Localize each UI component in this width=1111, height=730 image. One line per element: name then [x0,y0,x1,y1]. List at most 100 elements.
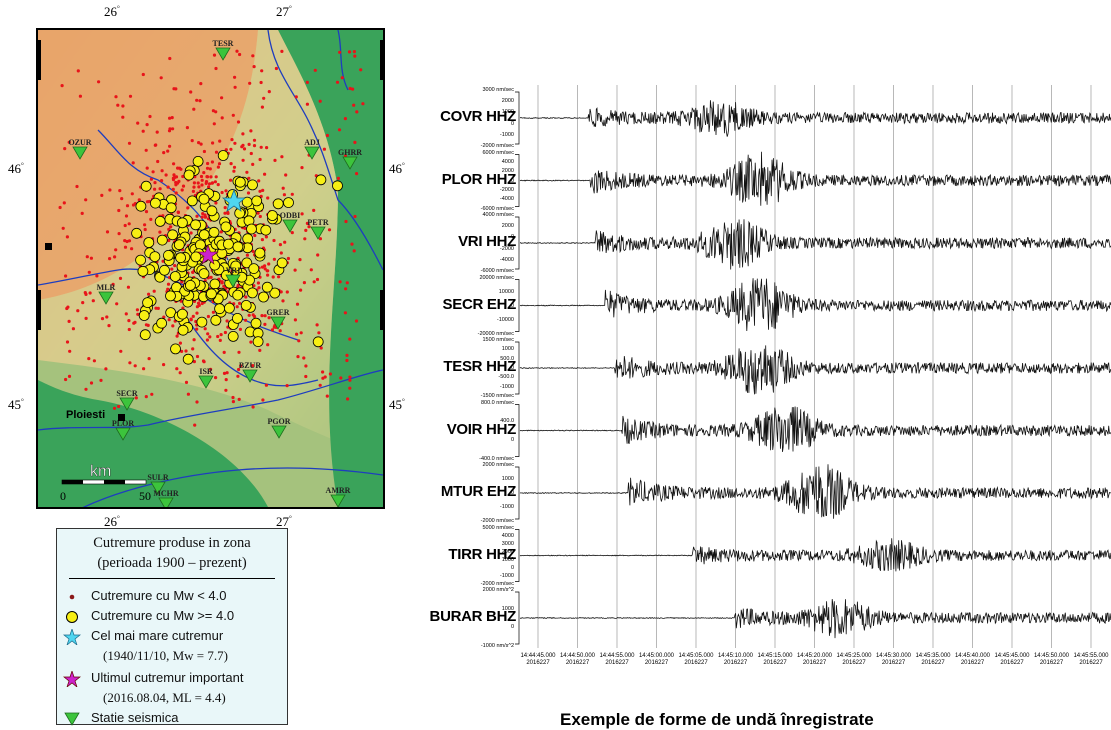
small-earthquake-dot [84,292,88,296]
time-value: 14:44:50.000 [559,653,596,659]
small-earthquake-dot [124,312,128,316]
small-earthquake-dot [200,178,204,182]
small-earthquake-dot [219,230,223,234]
time-tick-label: 14:44:50.000 2016227 [558,653,598,667]
small-earthquake-dot [352,50,356,54]
station-grer: GRER [266,308,290,330]
large-earthquake-circle [254,247,266,259]
date-value: 2016227 [1039,660,1064,666]
small-earthquake-dot [241,143,245,147]
small-earthquake-dot [279,251,283,255]
large-earthquake-circle [190,219,202,231]
small-earthquake-dot [305,102,309,106]
date-value: 2016227 [1079,660,1103,666]
small-earthquake-dot [328,372,332,376]
small-earthquake-dot [147,292,151,296]
small-earthquake-dot [345,281,349,285]
small-earthquake-dot [264,235,268,239]
amplitude-tick-label: 0 [510,564,514,571]
small-earthquake-dot [202,171,206,175]
seismic-stations: TESR OZUR ADJ GHRR PETR MLR GRER ISR BZUR SECR PLO… [68,39,362,507]
small-earthquake-dot [294,95,298,99]
small-earthquake-dot [158,187,162,191]
small-earthquake-dot [162,315,166,319]
amplitude-tick-label: -4000 [499,256,514,263]
time-value: 14:45:25.000 [836,653,872,659]
large-earthquake-circle [177,324,189,336]
large-earthquake-circle [142,297,153,309]
small-earthquake-dot [353,140,357,144]
small-earthquake-dot [119,349,123,353]
small-earthquake-dot [309,268,313,272]
large-earthquake-circle [131,227,142,239]
station-triangle-icon [330,494,346,507]
large-earthquake-circle [154,215,166,227]
large-earthquake-circle [175,252,187,264]
small-earthquake-dot [210,160,214,164]
small-earthquake-dot [315,277,320,282]
time-tick-label: 14:45:05.000 2016227 [676,653,716,667]
time-tick-label: 14:45:55.000 2016227 [1071,653,1111,667]
amplitude-tick-label: 0 [510,365,514,371]
station-label: ISR [199,367,213,376]
amplitude-tick-label: -6000 nm/sec [480,268,514,274]
time-value: 14:45:20.000 [796,653,833,659]
amplitude-tick-label: -1000 nm/s^2 [480,643,514,649]
small-earthquake-dot [171,127,175,131]
large-earthquake-circle [135,254,146,266]
small-earthquake-dot [133,364,137,368]
small-earthquake-dot [318,237,322,241]
small-earthquake-dot [283,240,287,244]
small-earthquake-dot [237,367,241,372]
small-earthquake-dot [76,69,80,73]
waveform-trace [519,464,1111,519]
amplitude-tick-label: 1000 [501,605,514,612]
legend-recent-quake-details: (2016.08.04, ML = 4.4) [103,690,226,705]
station-isr: ISR [198,367,214,389]
small-earthquake-dot [299,288,303,292]
ploiesti-marker [118,414,125,421]
lat-label-left-46: 46° [8,161,24,176]
small-earthquake-dot [318,383,322,387]
small-earthquake-dot [195,214,199,218]
large-earthquakes [131,150,343,365]
large-earthquake-circle [190,251,202,263]
small-earthquake-dot [257,286,261,290]
small-earthquake-dot [180,188,184,192]
small-earthquake-dot [251,54,255,58]
small-earthquake-dot [319,346,323,350]
trace-name-label: VRI HHZ [458,233,516,250]
small-earthquake-dot [207,182,212,186]
small-earthquake-dot [136,121,140,125]
small-earthquake-dot [260,69,264,73]
small-earthquake-dot [171,178,176,182]
date-value: 2016227 [763,660,787,666]
small-earthquake-dot [67,319,71,323]
small-earthquake-dot [197,303,201,307]
station-label: OZUR [68,138,91,147]
frame-tick [36,40,41,80]
small-earthquake-dot [87,357,91,361]
small-earthquake-dot [192,360,196,364]
small-earthquake-dot [128,94,133,98]
small-earthquake-dot [116,103,120,107]
small-earthquake-dot [354,319,359,323]
large-earthquake-circle [261,281,273,293]
small-earthquake-dot [117,232,121,236]
small-earthquake-dot [246,191,251,195]
time-value: 14:45:30.000 [875,653,912,659]
amplitude-tick-label: 4000 [501,532,514,539]
time-tick-label: 14:45:35.000 2016227 [913,653,953,667]
small-earthquake-dot [141,129,145,133]
amplitude-tick-label: 20000 nm/sec [479,274,514,281]
amplitude-tick-label: 5000 nm/sec [482,524,515,531]
small-earthquake-dot [92,359,96,363]
trace-name-label: SECR EHZ [442,295,517,313]
large-earthquake-circle [139,329,151,341]
small-earthquake-dot [99,378,103,382]
small-earthquake-dot [352,249,356,253]
small-earthquake-dot [351,87,355,91]
small-earthquake-dot [295,332,299,336]
small-earthquake-dot [156,159,160,164]
small-earthquake-dot [245,253,249,257]
